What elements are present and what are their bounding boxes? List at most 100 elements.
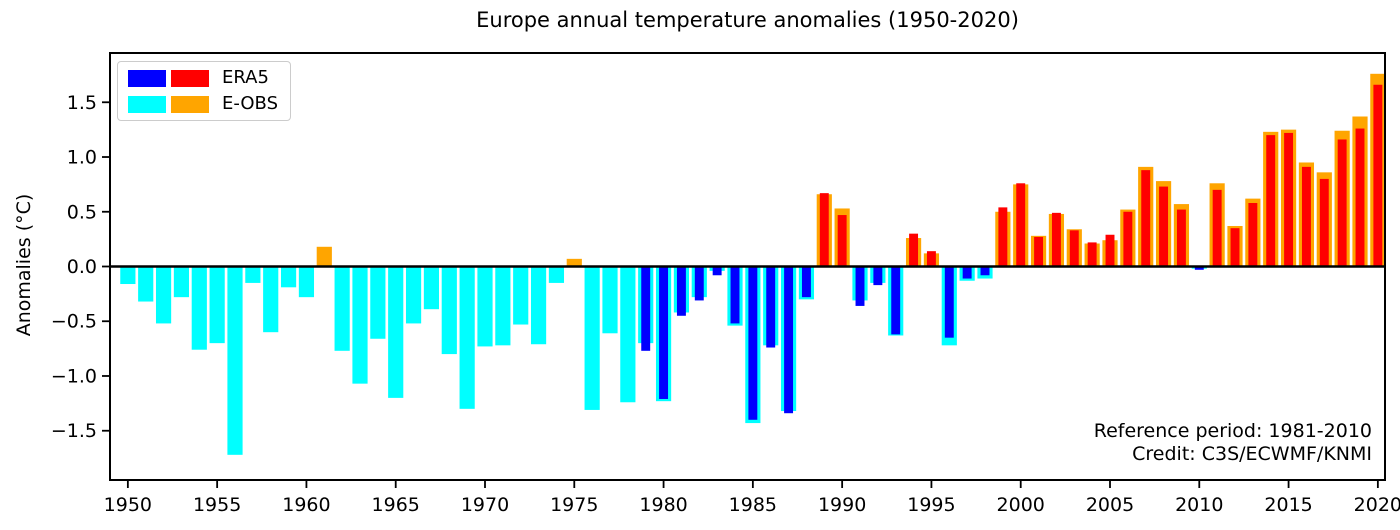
bar-era5-2005 <box>1105 234 1115 267</box>
bar-era5-1996 <box>944 266 954 338</box>
bar-eobs-1971 <box>495 266 511 346</box>
bar-era5-1995 <box>926 251 936 267</box>
bar-era5-2015 <box>1284 132 1294 267</box>
bar-era5-2002 <box>1051 212 1061 267</box>
bar-eobs-1975 <box>566 258 582 267</box>
legend-patch-era5-negative <box>128 69 166 87</box>
bar-eobs-1952 <box>155 266 172 324</box>
bar-era5-2004 <box>1087 242 1097 267</box>
bar-eobs-1966 <box>405 266 422 324</box>
bar-era5-2006 <box>1123 211 1133 267</box>
y-tick-label: 1.0 <box>67 147 97 169</box>
bar-era5-2012 <box>1230 228 1240 267</box>
x-tick-label: 2000 <box>997 494 1045 516</box>
bar-era5-2001 <box>1034 236 1044 267</box>
bar-eobs-1973 <box>530 266 547 345</box>
bar-era5-2018 <box>1337 139 1347 267</box>
bar-eobs-1959 <box>280 266 297 288</box>
legend-item-era5: ERA5 <box>128 69 278 87</box>
bar-eobs-1968 <box>441 266 457 355</box>
bar-era5-1989 <box>819 193 829 267</box>
bar-era5-1983 <box>712 266 722 276</box>
bar-eobs-1974 <box>548 266 565 283</box>
bar-eobs-1967 <box>423 266 440 310</box>
bar-era5-2009 <box>1176 209 1186 267</box>
legend: ERA5 E-OBS <box>117 61 291 121</box>
bar-eobs-1978 <box>620 266 636 403</box>
bar-era5-1982 <box>694 266 704 301</box>
bar-eobs-1957 <box>245 266 261 283</box>
bar-era5-1988 <box>801 266 811 298</box>
bar-eobs-1963 <box>352 266 368 384</box>
y-tick-label: −1.0 <box>51 365 97 387</box>
x-tick-label: 1950 <box>104 494 152 516</box>
annotation-block: Reference period: 1981-2010 Credit: C3S/… <box>1094 420 1372 466</box>
bar-era5-1992 <box>873 266 883 286</box>
bar-eobs-1950 <box>120 266 136 285</box>
bar-eobs-1961 <box>316 246 332 267</box>
bar-eobs-1977 <box>602 266 618 334</box>
bar-era5-1979 <box>641 266 651 351</box>
y-tick-label: −1.5 <box>51 420 97 442</box>
y-tick-label: −0.5 <box>51 311 97 333</box>
legend-label-era5: ERA5 <box>222 67 269 88</box>
bar-era5-1980 <box>659 266 669 399</box>
x-tick-label: 1975 <box>550 494 598 516</box>
x-tick-label: 2015 <box>1264 494 1312 516</box>
bar-era5-1990 <box>837 215 847 267</box>
bar-eobs-1969 <box>459 266 475 409</box>
bar-eobs-1962 <box>334 266 350 351</box>
y-tick-label: 0.5 <box>67 201 97 223</box>
bar-eobs-1951 <box>138 266 154 302</box>
bar-eobs-1955 <box>209 266 225 344</box>
legend-item-eobs: E-OBS <box>128 95 278 113</box>
x-tick-label: 1970 <box>461 494 509 516</box>
annotation-reference-period: Reference period: 1981-2010 <box>1093 420 1372 442</box>
bar-era5-2014 <box>1266 135 1276 267</box>
bar-era5-2000 <box>1016 183 1026 267</box>
x-tick-label: 1960 <box>282 494 330 516</box>
bar-era5-1997 <box>962 266 972 279</box>
x-tick-label: 1965 <box>372 494 420 516</box>
bar-eobs-1953 <box>173 266 190 298</box>
bar-era5-1987 <box>784 266 794 414</box>
bar-era5-1986 <box>766 266 776 348</box>
x-tick-label: 1985 <box>729 494 777 516</box>
legend-patch-eobs-positive <box>171 95 209 113</box>
legend-patch-eobs-negative <box>128 95 166 113</box>
bar-era5-2013 <box>1248 203 1258 267</box>
bar-eobs-1965 <box>388 266 404 398</box>
y-tick-label: 0.0 <box>67 256 97 278</box>
bar-era5-2011 <box>1212 189 1222 267</box>
x-tick-label: 1990 <box>818 494 866 516</box>
bar-era5-2010 <box>1194 266 1204 270</box>
bar-era5-2016 <box>1301 166 1311 267</box>
bar-eobs-1954 <box>191 266 207 350</box>
bar-eobs-1976 <box>584 266 600 410</box>
bar-era5-2003 <box>1069 230 1079 267</box>
bar-era5-1993 <box>891 266 901 335</box>
bar-era5-1985 <box>748 266 758 420</box>
bar-era5-1991 <box>855 266 865 306</box>
bar-eobs-1960 <box>298 266 315 298</box>
bar-era5-2019 <box>1355 128 1365 267</box>
bar-era5-2007 <box>1141 170 1151 267</box>
x-tick-label: 2020 <box>1354 494 1400 516</box>
bar-era5-1994 <box>909 233 919 267</box>
x-tick-label: 1980 <box>639 494 687 516</box>
bar-era5-1999 <box>998 207 1008 267</box>
bar-era5-2017 <box>1319 178 1329 267</box>
bar-era5-1998 <box>980 266 990 276</box>
bar-eobs-1970 <box>477 266 493 347</box>
x-tick-label: 1995 <box>907 494 955 516</box>
annotation-credit: Credit: C3S/ECWMF/KNMI <box>1132 443 1372 465</box>
y-tick-label: 1.5 <box>67 92 97 114</box>
bar-era5-2008 <box>1159 186 1169 267</box>
bar-eobs-1972 <box>513 266 529 325</box>
x-tick-label: 1955 <box>193 494 241 516</box>
x-tick-label: 2010 <box>1175 494 1223 516</box>
chart-title: Europe annual temperature anomalies (195… <box>476 8 1019 32</box>
bar-eobs-1964 <box>370 266 386 339</box>
